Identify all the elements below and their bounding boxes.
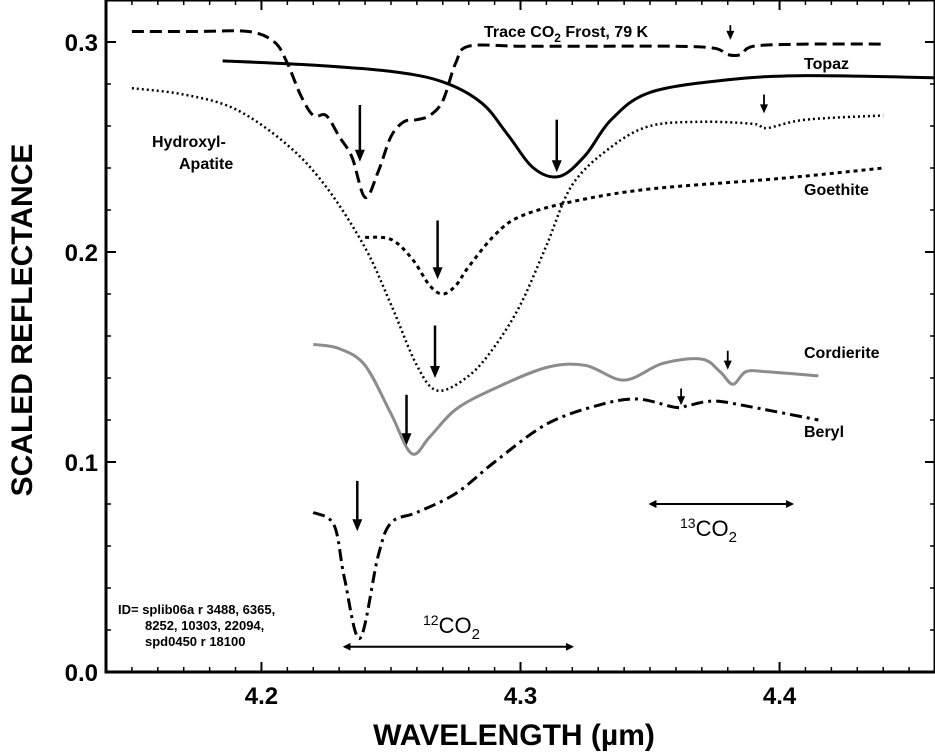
absorption-arrow-head-9: [352, 519, 363, 532]
y-tick-label-1: 0.1: [65, 450, 98, 477]
series-line-goethite: [364, 166, 884, 296]
co2-12-annotation: 12CO2: [342, 612, 574, 651]
plot-frame: [104, 0, 935, 674]
series-line-cordierite: [313, 342, 819, 456]
co2-13-base: CO: [696, 516, 729, 541]
co2-frost-text: Trace CO: [484, 24, 554, 41]
co2-frost-after: Frost, 79 K: [561, 24, 649, 41]
arrow-layer: [352, 25, 769, 532]
series-label-co2-frost: Trace CO2 Frost, 79 K: [484, 24, 649, 45]
x-tick-label-2: 4.4: [763, 683, 797, 710]
co2-12-label: 12CO2: [423, 612, 480, 643]
y-axis-title: SCALED REFLECTANCE: [6, 144, 39, 497]
absorption-arrow-head-6: [401, 433, 412, 446]
series-line-trace-co2-frost-79-k: [131, 29, 884, 199]
y-tick-labels: 0.0 0.1 0.2 0.3: [65, 30, 98, 687]
y-tick-label-2: 0.2: [65, 240, 98, 267]
absorption-arrow-head-0: [354, 149, 365, 162]
absorption-arrow-head-8: [677, 396, 686, 406]
series-label-beryl: Beryl: [804, 424, 844, 441]
axis-ticks: [106, 0, 935, 673]
series-layer: [131, 29, 935, 640]
absorption-arrow-head-4: [432, 267, 443, 280]
series-label-hydroxyl: Hydroxyl-: [152, 134, 226, 151]
id-note-line-1: ID= splib06a r 3488, 6365,: [118, 602, 275, 617]
y-tick-label-0: 0.0: [65, 660, 98, 687]
x-axis-title: WAVELENGTH (µm): [373, 719, 655, 752]
id-note-line-2: 8252, 10303, 22094,: [145, 618, 264, 633]
series-label-apatite: Apatite: [179, 156, 233, 173]
absorption-arrow-head-2: [551, 160, 562, 173]
co2-12-sup: 12: [423, 612, 439, 628]
co2-12-sub: 2: [472, 626, 480, 643]
series-label-goethite: Goethite: [804, 182, 869, 199]
series-line-hydroxyl-apatite: [131, 86, 884, 393]
co2-13-sub: 2: [729, 529, 737, 546]
co2-12-base: CO: [439, 613, 472, 638]
absorption-arrow-head-5: [430, 366, 441, 378]
x-tick-label-1: 4.3: [504, 683, 537, 710]
absorption-arrow-head-3: [760, 104, 769, 114]
co2-13-label: 13CO2: [680, 515, 737, 546]
series-label-topaz: Topaz: [804, 56, 849, 73]
id-note-line-3: spd0450 r 18100: [145, 634, 245, 649]
co2-13-sup: 13: [680, 515, 696, 531]
series-line-beryl: [312, 397, 819, 640]
absorption-arrow-head-7: [723, 360, 732, 370]
absorption-arrow-head-1: [726, 30, 735, 40]
co2-13-annotation: 13CO2: [648, 500, 795, 546]
series-label-cordierite: Cordierite: [804, 345, 880, 362]
series-line-topaz: [222, 59, 935, 179]
x-tick-labels: 4.2 4.3 4.4: [245, 683, 797, 710]
co2-frost-sub: 2: [554, 31, 561, 45]
y-tick-label-3: 0.3: [65, 30, 98, 57]
x-tick-label-0: 4.2: [245, 683, 278, 710]
